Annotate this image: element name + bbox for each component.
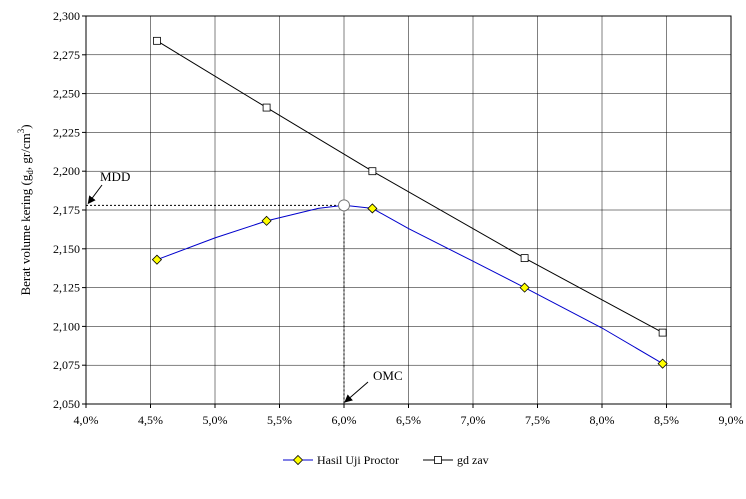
grid bbox=[85, 15, 732, 405]
y-tick-label: 2,275 bbox=[53, 48, 80, 62]
proctor-series-line bbox=[156, 204, 663, 365]
proctor-point bbox=[657, 358, 668, 369]
y-tick-label: 2,300 bbox=[53, 9, 80, 23]
tick-labels: 2,050 2,075 2,100 2,125 2,150 2,175 2,200 2,225… bbox=[53, 9, 744, 427]
legend-zav-swatch-marker bbox=[434, 456, 442, 464]
x-tick-label: 4,5% bbox=[138, 413, 163, 427]
y-axis-title: Berat volume kering (gd, gr/cm3) bbox=[16, 124, 35, 295]
x-tick-label: 9,0% bbox=[719, 413, 744, 427]
zav-point bbox=[368, 167, 377, 176]
x-tick-label: 8,0% bbox=[590, 413, 615, 427]
zav-point bbox=[658, 328, 667, 337]
y-tick-label: 2,125 bbox=[53, 281, 80, 295]
annotations: MDD OMC bbox=[87, 169, 403, 403]
zav-point bbox=[520, 254, 529, 263]
y-tick-label: 2,250 bbox=[53, 87, 80, 101]
y-tick-label: 2,175 bbox=[53, 203, 80, 217]
x-tick-label: 5,0% bbox=[203, 413, 228, 427]
y-tick-label: 2,050 bbox=[53, 397, 80, 411]
x-tick-label: 7,0% bbox=[461, 413, 486, 427]
peak-point bbox=[338, 199, 350, 212]
x-tick-label: 4,0% bbox=[74, 413, 99, 427]
zav-point bbox=[262, 103, 271, 112]
legend-zav-label: gd zav bbox=[457, 453, 489, 467]
mdd-label: MDD bbox=[100, 169, 130, 184]
x-tick-label: 8,5% bbox=[654, 413, 679, 427]
omc-arrow bbox=[344, 381, 369, 403]
x-tick-label: 5,5% bbox=[267, 413, 292, 427]
series bbox=[151, 36, 668, 369]
proctor-point bbox=[367, 203, 378, 214]
mdd-omc-guides bbox=[86, 204, 345, 404]
legend-proctor-label: Hasil Uji Proctor bbox=[317, 453, 399, 467]
legend: Hasil Uji Proctor gd zav bbox=[283, 453, 489, 467]
mdd-arrow bbox=[87, 184, 103, 205]
y-tick-label: 2,225 bbox=[53, 125, 80, 139]
y-tick-label: 2,100 bbox=[53, 319, 80, 333]
y-tick-label: 2,200 bbox=[53, 164, 80, 178]
proctor-point bbox=[519, 282, 530, 293]
x-tick-label: 7,5% bbox=[525, 413, 550, 427]
legend-proctor-swatch-marker bbox=[292, 454, 304, 466]
proctor-point bbox=[261, 215, 272, 226]
y-tick-label: 2,075 bbox=[53, 358, 80, 372]
zav-series-line bbox=[156, 40, 663, 334]
zav-point bbox=[153, 36, 161, 45]
proctor-point bbox=[151, 254, 163, 265]
omc-label: OMC bbox=[373, 368, 403, 383]
y-tick-label: 2,150 bbox=[53, 242, 80, 256]
x-tick-label: 6,5% bbox=[396, 413, 421, 427]
x-tick-label: 6,0% bbox=[332, 413, 357, 427]
